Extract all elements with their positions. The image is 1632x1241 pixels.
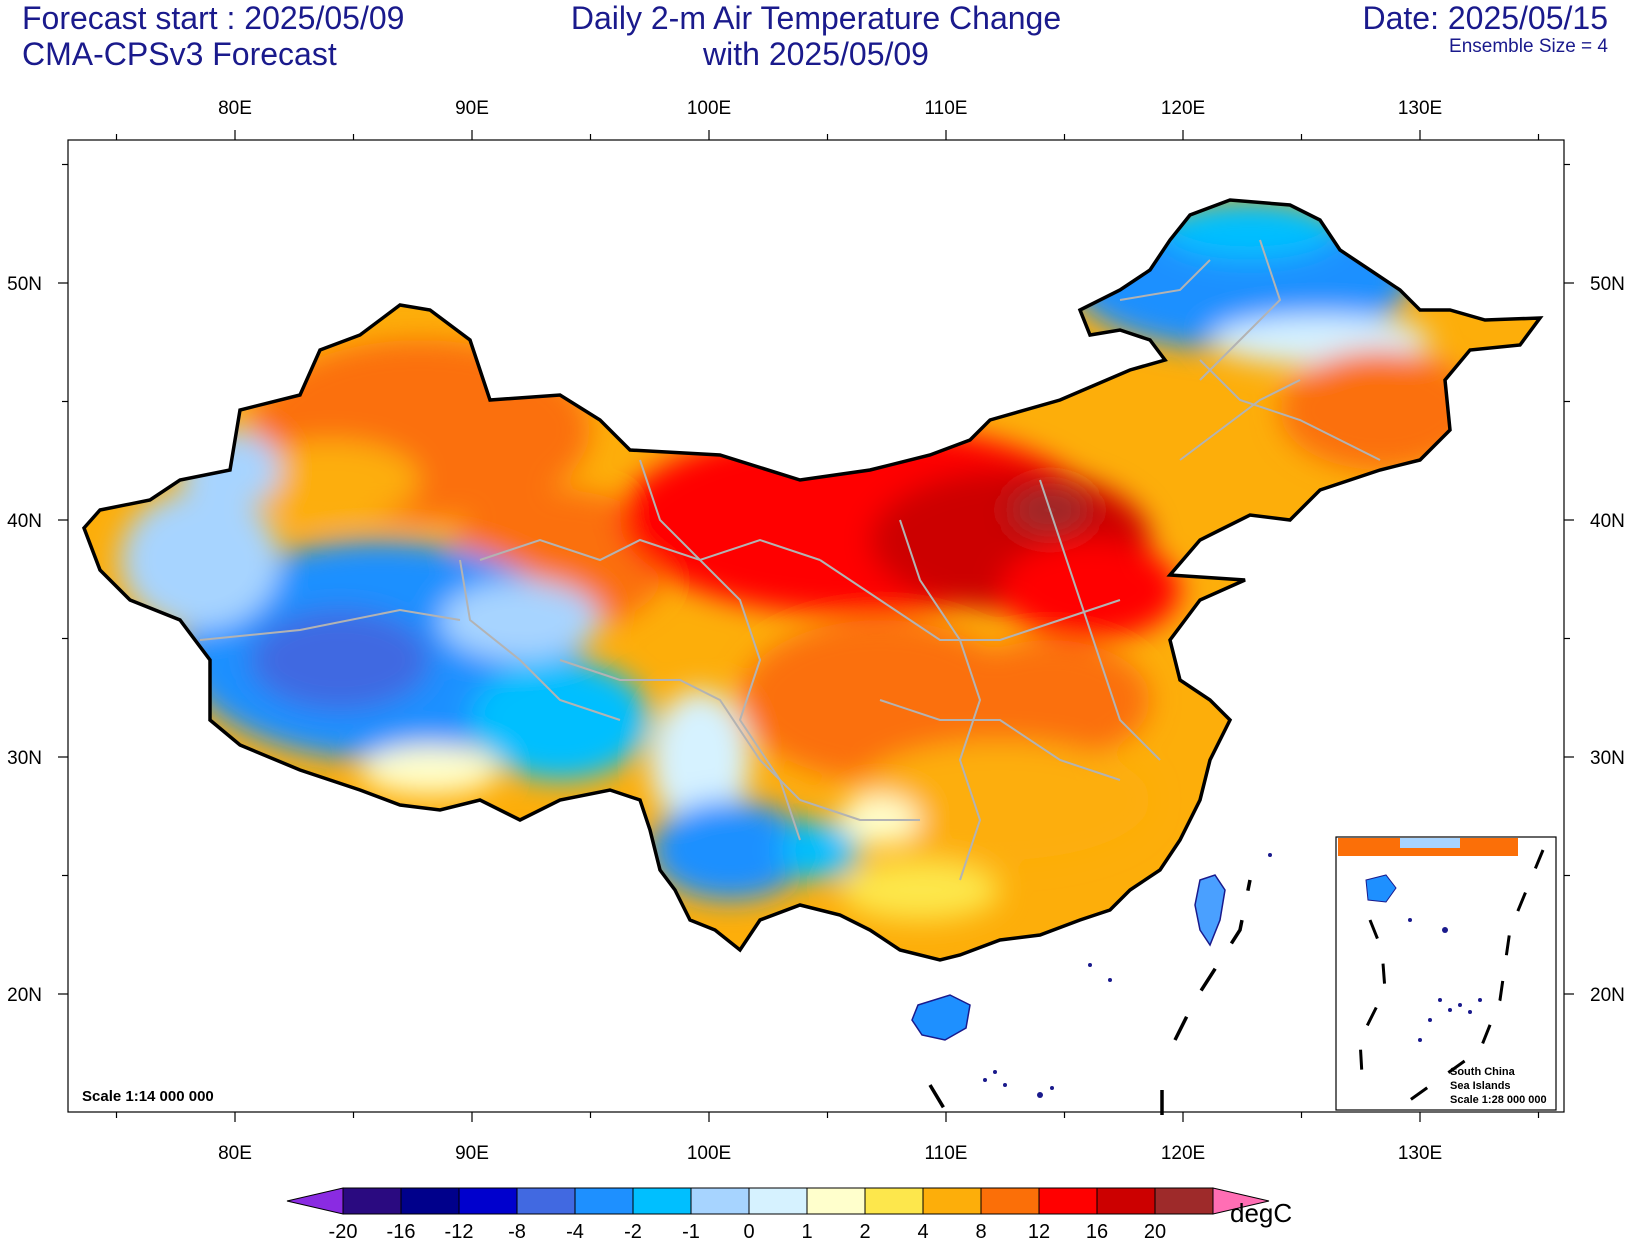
maritime-dashed-line (928, 879, 1252, 1115)
colorbar-label: -12 (445, 1221, 474, 1241)
colorbar-swatch (342, 1187, 402, 1215)
colorbar-swatch (748, 1187, 808, 1215)
lon-label-bottom: 100E (687, 1143, 731, 1164)
axis-ticks (58, 130, 1574, 1122)
lon-label-bottom: 110E (925, 1143, 968, 1164)
model-name-text: CMA-CPSv3 Forecast (22, 36, 337, 72)
colorbar-swatch (922, 1187, 982, 1215)
colorbar-label: -8 (508, 1221, 526, 1241)
colorbar-label: 20 (1144, 1221, 1166, 1241)
lat-label-right: 40N (1590, 511, 1625, 532)
colorbar-swatch (458, 1187, 518, 1215)
colorbar-label: 12 (1028, 1221, 1050, 1241)
lat-label-left: 30N (7, 748, 42, 769)
taiwan-island (1194, 874, 1226, 947)
lon-labels-top: 80E 90E 100E 110E 120E 130E (218, 98, 1442, 119)
colorbar-label: 4 (917, 1221, 928, 1241)
colorbar-label: -20 (329, 1221, 358, 1241)
lon-label-top: 130E (1398, 98, 1442, 119)
colorbar-swatch (1096, 1187, 1156, 1215)
lon-label-bottom: 130E (1398, 1143, 1442, 1164)
south-china-sea-inset: South China Sea Islands Scale 1:28 000 0… (1335, 836, 1557, 1111)
colorbar-swatch (690, 1187, 750, 1215)
forecast-start-text: Forecast start : 2025/05/09 (22, 0, 405, 36)
colorbar-label: 16 (1086, 1221, 1108, 1241)
lat-labels-right: 50N 40N 30N 20N (1590, 274, 1625, 1006)
hainan-island (911, 994, 971, 1041)
lon-label-bottom: 90E (455, 1143, 489, 1164)
lon-labels-bottom: 80E 90E 100E 110E 120E 130E (218, 1143, 1442, 1164)
lat-label-right: 20N (1590, 985, 1625, 1006)
colorbar: -20 -16 -12 -8 -4 -2 -1 0 1 2 4 8 12 16 20 (286, 1187, 1270, 1241)
colorbar-label: -1 (682, 1221, 700, 1241)
colorbar-label: -4 (566, 1221, 584, 1241)
small-islands (983, 853, 1272, 1098)
colorbar-swatch (864, 1187, 924, 1215)
colorbar-label: -16 (387, 1221, 416, 1241)
colorbar-swatch (1038, 1187, 1098, 1215)
inset-label-line1: South China (1450, 1066, 1516, 1078)
lon-label-top: 100E (687, 98, 731, 119)
lon-label-bottom: 120E (1161, 1143, 1205, 1164)
lon-label-bottom: 80E (218, 1143, 252, 1164)
lat-labels-left: 50N 40N 30N 20N (7, 274, 42, 1006)
lat-label-right: 50N (1590, 274, 1625, 295)
map-scale-label: Scale 1:14 000 000 (82, 1088, 214, 1105)
lon-label-top: 90E (455, 98, 489, 119)
lon-label-top: 110E (925, 98, 968, 119)
colorbar-label: 0 (743, 1221, 754, 1241)
colorbar-over-arrow (1212, 1187, 1270, 1215)
lat-label-left: 40N (7, 511, 42, 532)
header-title: Daily 2-m Air Temperature Change with 20… (0, 0, 1632, 72)
colorbar-label: 8 (975, 1221, 986, 1241)
colorbar-swatch (632, 1187, 692, 1215)
colorbar-swatch (516, 1187, 576, 1215)
colorbar-label: -2 (624, 1221, 642, 1241)
inset-label-line2: Sea Islands (1450, 1080, 1511, 1092)
inset-scale-label: Scale 1:28 000 000 (1450, 1094, 1547, 1106)
header-right: Date: 2025/05/15 Ensemble Size = 4 (1362, 0, 1608, 58)
colorbar-unit-label: degC (1230, 1198, 1292, 1228)
colorbar-swatch (574, 1187, 634, 1215)
province-boundaries (199, 239, 1381, 881)
colorbar-swatch (400, 1187, 460, 1215)
colorbar-swatch (806, 1187, 866, 1215)
lat-label-left: 50N (7, 274, 42, 295)
colorbar-label: 2 (859, 1221, 870, 1241)
title-line1: Daily 2-m Air Temperature Change (570, 0, 1062, 36)
lon-label-top: 120E (1161, 98, 1205, 119)
title-line2: with 2025/05/09 (703, 36, 929, 72)
lat-label-right: 30N (1590, 748, 1625, 769)
colorbar-swatch (980, 1187, 1040, 1215)
colorbar-under-arrow (286, 1187, 344, 1215)
lat-label-left: 20N (7, 985, 42, 1006)
colorbar-swatch (1154, 1187, 1214, 1215)
lon-label-top: 80E (218, 98, 252, 119)
ensemble-size-text: Ensemble Size = 4 (1449, 36, 1608, 57)
colorbar-label: 1 (801, 1221, 812, 1241)
date-text: Date: 2025/05/15 (1362, 0, 1608, 36)
header-left: Forecast start : 2025/05/09 CMA-CPSv3 Fo… (22, 0, 404, 72)
